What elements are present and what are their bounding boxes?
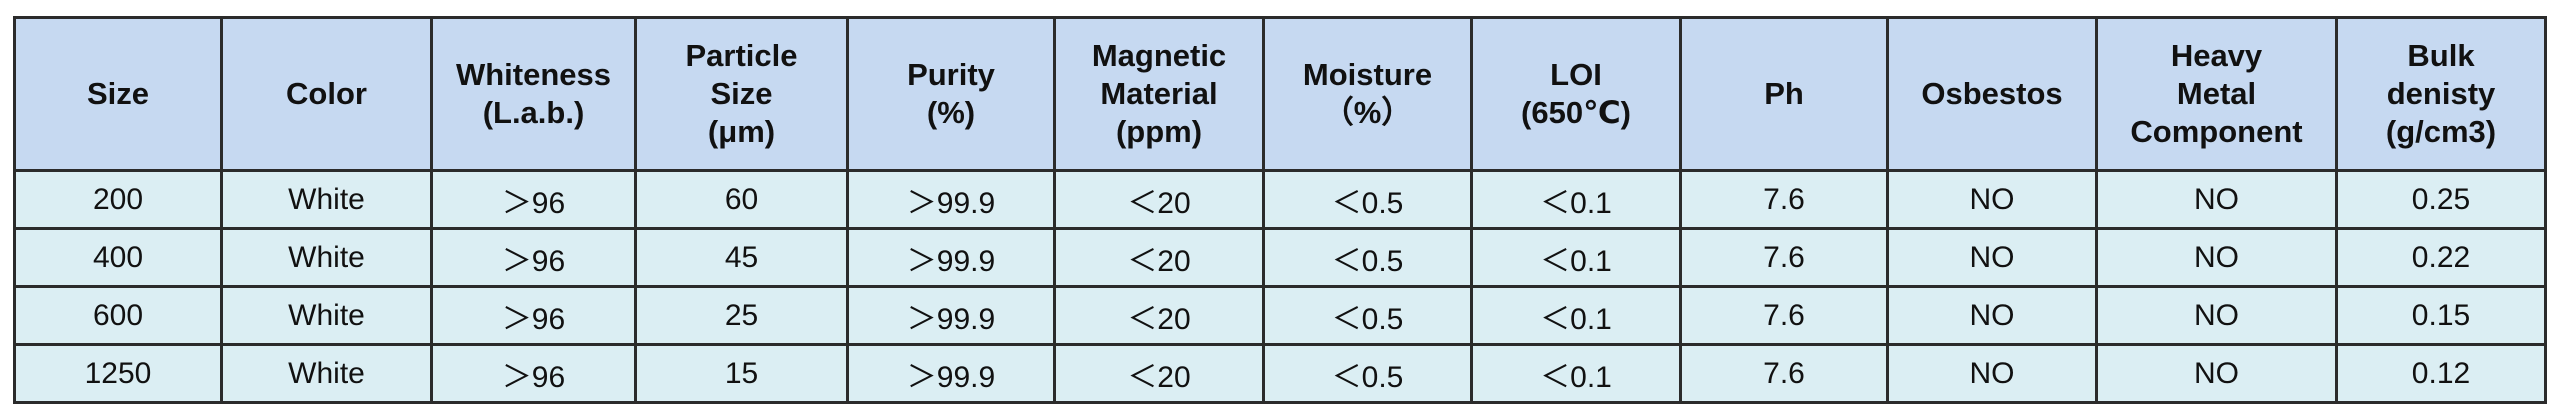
data-cell: 7.6 (1679, 343, 1889, 404)
header-text: (650℃) (1521, 95, 1631, 130)
header-text: Component (2130, 114, 2303, 149)
header-text: Bulk (2407, 38, 2475, 73)
data-cell: White (220, 169, 433, 230)
data-cell: 60 (634, 169, 849, 230)
data-cell: White (220, 285, 433, 346)
header-cell: Heavy Metal Component (2095, 16, 2338, 172)
data-cell: ＜20 (1053, 227, 1265, 288)
data-cell: 7.6 (1679, 169, 1889, 230)
data-cell: 400 (13, 227, 223, 288)
header-text: （%） (1322, 95, 1413, 130)
data-cell: ＜20 (1053, 285, 1265, 346)
header-cell: Osbestos (1886, 16, 2098, 172)
header-text: Ph (1764, 76, 1804, 111)
data-cell: ＞99.9 (846, 343, 1056, 404)
data-cell: ＞96 (430, 169, 637, 230)
header-text: Material (1100, 76, 1218, 111)
data-cell: 7.6 (1679, 227, 1889, 288)
header-text: (ppm) (1115, 114, 1203, 149)
data-cell: NO (1886, 285, 2098, 346)
data-cell: ＜0.1 (1470, 285, 1682, 346)
data-cell: ＜0.1 (1470, 227, 1682, 288)
data-cell: ＞96 (430, 227, 637, 288)
header-text: LOI (1550, 57, 1602, 92)
data-cell: ＜0.5 (1262, 343, 1473, 404)
data-cell: NO (1886, 227, 2098, 288)
header-cell: Size (13, 16, 223, 172)
header-cell: LOI (650℃) (1470, 16, 1682, 172)
data-cell: ＜0.5 (1262, 169, 1473, 230)
header-cell: Color (220, 16, 433, 172)
data-cell: ＜0.1 (1470, 169, 1682, 230)
data-cell: NO (2095, 285, 2338, 346)
header-text: (μm) (707, 114, 776, 149)
data-cell: White (220, 343, 433, 404)
header-text: (g/cm3) (2385, 114, 2497, 149)
data-cell: ＞99.9 (846, 227, 1056, 288)
data-cell: 7.6 (1679, 285, 1889, 346)
header-text: Particle (685, 38, 798, 73)
data-cell: 0.25 (2335, 169, 2547, 230)
header-cell: Purity (%) (846, 16, 1056, 172)
header-text: Moisture (1302, 57, 1433, 92)
data-cell: ＜0.5 (1262, 227, 1473, 288)
spec-table: Size Color Whiteness (L.a.b.) Particle Size (μ… (13, 16, 2547, 404)
header-text: Purity (907, 57, 995, 92)
header-text: Size (710, 76, 773, 111)
data-cell: 0.22 (2335, 227, 2547, 288)
data-cell: 600 (13, 285, 223, 346)
data-cell: 0.15 (2335, 285, 2547, 346)
data-cell: ＜20 (1053, 343, 1265, 404)
data-row: 600 White ＞96 25 ＞99.9 ＜20 ＜0.5 ＜0.1 7.6 NO NO 0.15 (13, 285, 2547, 346)
header-text: Whiteness (455, 57, 612, 92)
data-cell: NO (2095, 169, 2338, 230)
header-cell: Particle Size (μm) (634, 16, 849, 172)
data-cell: 1250 (13, 343, 223, 404)
header-text: Osbestos (1921, 76, 2063, 111)
header-text: denisty (2386, 76, 2496, 111)
header-text: (L.a.b.) (482, 95, 585, 130)
data-row: 400 White ＞96 45 ＞99.9 ＜20 ＜0.5 ＜0.1 7.6 NO NO 0.22 (13, 227, 2547, 288)
data-cell: ＞99.9 (846, 169, 1056, 230)
header-text: (%) (926, 95, 976, 130)
data-cell: ＜20 (1053, 169, 1265, 230)
data-cell: 25 (634, 285, 849, 346)
data-cell: 0.12 (2335, 343, 2547, 404)
data-cell: 15 (634, 343, 849, 404)
header-cell: Magnetic Material (ppm) (1053, 16, 1265, 172)
data-cell: ＜0.5 (1262, 285, 1473, 346)
data-cell: 200 (13, 169, 223, 230)
header-text: Magnetic (1091, 38, 1227, 73)
data-cell: NO (2095, 227, 2338, 288)
header-cell: Bulk denisty (g/cm3) (2335, 16, 2547, 172)
data-cell: White (220, 227, 433, 288)
data-cell: NO (1886, 343, 2098, 404)
data-cell: ＞99.9 (846, 285, 1056, 346)
header-cell: Moisture （%） (1262, 16, 1473, 172)
header-cell: Whiteness (L.a.b.) (430, 16, 637, 172)
data-cell: ＜0.1 (1470, 343, 1682, 404)
data-cell: 45 (634, 227, 849, 288)
data-row: 1250 White ＞96 15 ＞99.9 ＜20 ＜0.5 ＜0.1 7.6 NO NO 0.1… (13, 343, 2547, 404)
header-text: Metal (2176, 76, 2257, 111)
data-row: 200 White ＞96 60 ＞99.9 ＜20 ＜0.5 ＜0.1 7.6 NO NO 0.25 (13, 169, 2547, 230)
data-cell: NO (2095, 343, 2338, 404)
header-row: Size Color Whiteness (L.a.b.) Particle Size (μ… (13, 16, 2547, 172)
header-cell: Ph (1679, 16, 1889, 172)
header-text: Heavy (2170, 38, 2263, 73)
data-cell: ＞96 (430, 343, 637, 404)
data-cell: ＞96 (430, 285, 637, 346)
header-text: Size (86, 76, 150, 111)
data-cell: NO (1886, 169, 2098, 230)
header-text: Color (286, 76, 367, 111)
